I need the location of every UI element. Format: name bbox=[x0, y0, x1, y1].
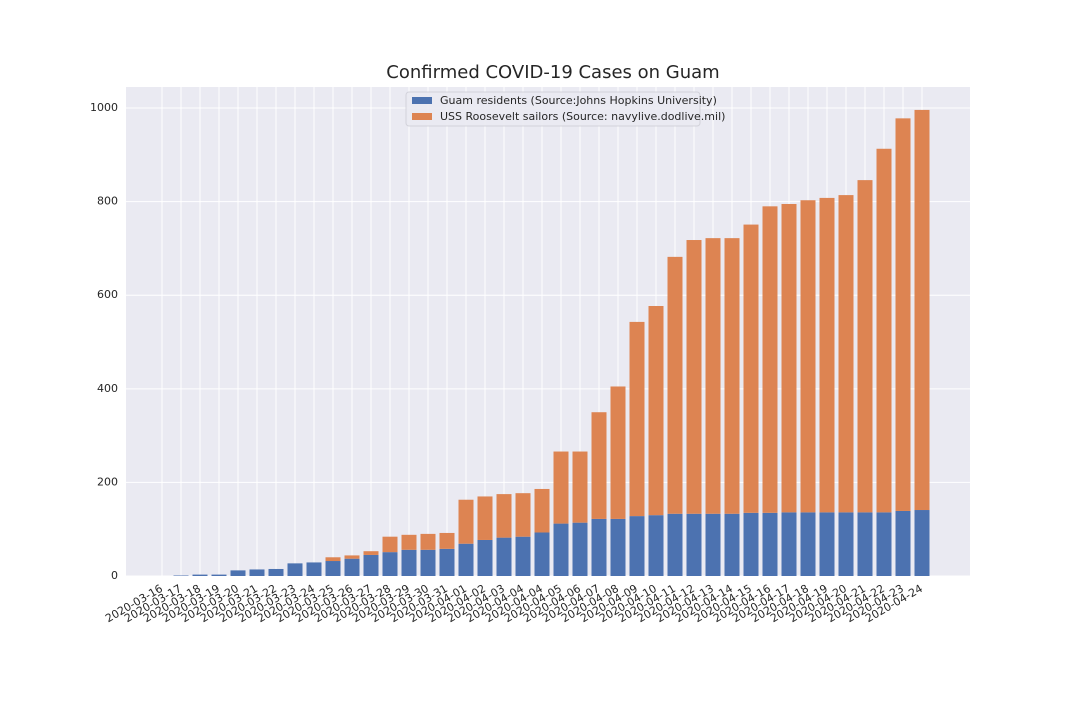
bar bbox=[839, 195, 854, 512]
bar bbox=[763, 513, 778, 576]
bar bbox=[269, 569, 284, 576]
bar bbox=[193, 575, 208, 576]
bar bbox=[459, 500, 474, 544]
bar bbox=[364, 555, 379, 576]
bar bbox=[402, 550, 417, 576]
bar bbox=[345, 555, 360, 558]
bar bbox=[459, 544, 474, 576]
bar bbox=[535, 532, 550, 576]
bar bbox=[877, 149, 892, 513]
bar bbox=[611, 519, 626, 576]
bar bbox=[782, 512, 797, 576]
y-tick-label: 0 bbox=[111, 569, 118, 582]
legend-swatch bbox=[412, 113, 432, 120]
bar bbox=[630, 322, 645, 516]
bar bbox=[573, 452, 588, 523]
bar bbox=[383, 552, 398, 576]
bar bbox=[554, 524, 569, 576]
bar bbox=[326, 557, 341, 561]
bar bbox=[687, 514, 702, 576]
bar bbox=[668, 257, 683, 514]
bar bbox=[744, 513, 759, 576]
y-tick-label: 600 bbox=[97, 288, 118, 301]
bar bbox=[364, 551, 379, 555]
bar bbox=[725, 514, 740, 576]
bar bbox=[421, 534, 436, 550]
bar bbox=[478, 540, 493, 576]
bar bbox=[896, 511, 911, 576]
bar bbox=[915, 510, 930, 576]
bar bbox=[516, 493, 531, 537]
bar bbox=[592, 519, 607, 576]
legend-label: USS Roosevelt sailors (Source: navylive.… bbox=[440, 110, 725, 123]
bar bbox=[497, 538, 512, 576]
bar bbox=[668, 514, 683, 576]
bar bbox=[801, 200, 816, 512]
bar bbox=[630, 516, 645, 576]
y-tick-label: 800 bbox=[97, 195, 118, 208]
legend-label: Guam residents (Source:Johns Hopkins Uni… bbox=[440, 94, 717, 107]
y-tick-label: 200 bbox=[97, 475, 118, 488]
legend-swatch bbox=[412, 97, 432, 104]
bar bbox=[345, 559, 360, 576]
bar bbox=[896, 118, 911, 511]
bar bbox=[649, 515, 664, 576]
bar bbox=[383, 537, 398, 552]
bar bbox=[478, 496, 493, 540]
bar bbox=[307, 562, 322, 576]
bar bbox=[763, 206, 778, 513]
bar bbox=[725, 238, 740, 514]
bar bbox=[820, 512, 835, 576]
y-tick-label: 400 bbox=[97, 382, 118, 395]
bar bbox=[288, 563, 303, 576]
bar bbox=[592, 412, 607, 519]
bar bbox=[212, 575, 227, 576]
bar bbox=[744, 225, 759, 513]
bar bbox=[858, 512, 873, 576]
y-tick-label: 1000 bbox=[90, 101, 118, 114]
bar bbox=[516, 537, 531, 576]
bar bbox=[839, 512, 854, 576]
bar bbox=[611, 386, 626, 518]
bar bbox=[877, 512, 892, 576]
bar bbox=[497, 494, 512, 538]
bar bbox=[231, 570, 246, 576]
bar bbox=[782, 204, 797, 512]
bar bbox=[535, 489, 550, 533]
bar bbox=[402, 535, 417, 550]
bar bbox=[820, 198, 835, 512]
bar bbox=[706, 514, 721, 576]
bar bbox=[250, 569, 265, 576]
bar bbox=[440, 533, 455, 549]
bar bbox=[706, 238, 721, 514]
bar bbox=[573, 523, 588, 576]
bar bbox=[554, 452, 569, 524]
bar bbox=[649, 306, 664, 515]
bar bbox=[801, 512, 816, 576]
bar bbox=[326, 561, 341, 576]
bar bbox=[858, 180, 873, 512]
bar bbox=[440, 549, 455, 576]
bar bbox=[687, 240, 702, 514]
chart-title: Confirmed COVID-19 Cases on Guam bbox=[386, 62, 719, 83]
bar bbox=[421, 550, 436, 576]
bar bbox=[915, 110, 930, 510]
